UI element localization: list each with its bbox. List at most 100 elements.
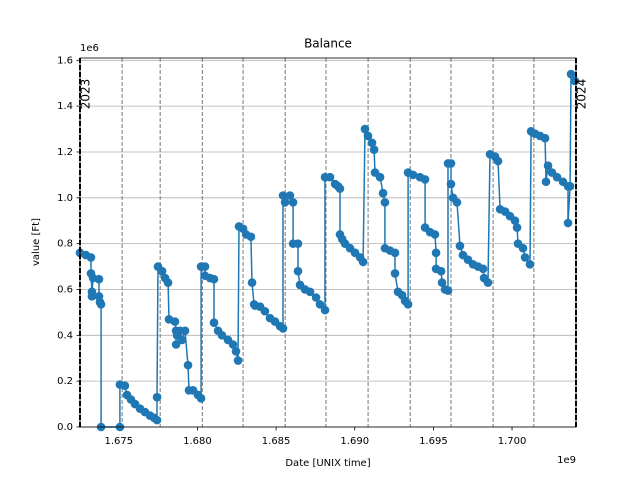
point — [86, 253, 96, 262]
point — [493, 156, 503, 166]
point — [209, 274, 219, 284]
point — [288, 198, 298, 207]
y-tick-label: 1.6 — [57, 55, 73, 66]
point — [260, 306, 270, 316]
point — [228, 340, 238, 349]
point — [325, 172, 335, 182]
point — [563, 218, 573, 228]
y-tick-label: 0.2 — [57, 376, 73, 387]
point — [525, 259, 535, 269]
point — [390, 269, 400, 278]
point — [183, 360, 193, 370]
point — [520, 253, 530, 262]
point — [570, 76, 580, 86]
point — [483, 278, 493, 287]
point — [285, 191, 295, 200]
point — [436, 266, 446, 276]
point — [512, 223, 522, 232]
point — [565, 182, 575, 191]
point — [209, 318, 219, 328]
point — [510, 216, 520, 226]
x-tick-label: 1.680 — [183, 436, 212, 447]
y-tick-label: 0.6 — [57, 284, 73, 295]
point — [247, 278, 257, 287]
y-tick-label: 0.4 — [57, 330, 73, 341]
point — [420, 175, 430, 184]
point — [566, 69, 576, 79]
point — [246, 232, 256, 242]
y-tick-label: 0.8 — [57, 239, 73, 250]
y-tick-label: 1.0 — [57, 193, 73, 204]
point — [196, 394, 206, 403]
point — [541, 177, 551, 187]
point — [478, 264, 488, 274]
point — [87, 292, 97, 301]
y-tick-label: 0.0 — [57, 422, 73, 433]
point — [390, 248, 400, 258]
point — [94, 274, 104, 284]
y-tick-label: 1.2 — [57, 147, 73, 158]
point — [430, 230, 440, 239]
point — [311, 293, 321, 302]
point — [380, 198, 390, 207]
point — [335, 184, 345, 193]
year-label: 2023 — [79, 79, 93, 110]
point — [446, 159, 456, 168]
point — [157, 266, 167, 276]
series-line — [79, 71, 576, 428]
point — [177, 335, 187, 345]
x-tick-label: 1.675 — [105, 436, 134, 447]
point — [163, 278, 173, 287]
point — [452, 198, 462, 207]
point — [231, 347, 241, 356]
point — [543, 161, 553, 171]
x-tick-label: 1.690 — [340, 436, 369, 447]
point — [455, 241, 465, 251]
point — [217, 331, 227, 340]
point — [280, 198, 290, 207]
point — [278, 191, 288, 200]
point — [200, 262, 210, 271]
point — [170, 317, 180, 326]
point — [540, 133, 550, 143]
y-offset-label: 1e6 — [80, 43, 99, 54]
y-axis-label: value [Ft] — [31, 218, 42, 266]
point — [358, 257, 368, 267]
point — [363, 131, 373, 141]
point — [437, 278, 447, 287]
point — [152, 392, 162, 402]
plot-frame — [79, 57, 577, 428]
point — [293, 266, 303, 276]
point — [305, 287, 315, 297]
year-label: 2024 — [575, 79, 589, 110]
point — [96, 300, 106, 309]
point — [446, 179, 456, 189]
point — [233, 356, 243, 365]
point — [518, 243, 528, 253]
point — [360, 124, 370, 134]
point — [403, 300, 413, 309]
x-tick-label: 1.700 — [498, 436, 527, 447]
point — [369, 145, 379, 154]
x-tick-label: 1.695 — [419, 436, 448, 447]
point — [315, 300, 325, 309]
x-tick-label: 1.685 — [262, 436, 291, 447]
point — [180, 326, 190, 336]
x-offset-label: 1e9 — [557, 455, 576, 466]
point — [120, 381, 130, 391]
point — [171, 340, 181, 349]
point — [431, 248, 441, 258]
point — [320, 305, 330, 315]
point — [293, 239, 303, 248]
point — [367, 138, 377, 148]
point — [443, 286, 453, 295]
y-tick-label: 1.4 — [57, 101, 73, 112]
x-axis-label: Date [UNIX time] — [285, 458, 370, 469]
chart-title: Balance — [304, 37, 352, 51]
point — [552, 172, 562, 182]
point — [375, 172, 385, 182]
point — [278, 324, 288, 333]
point — [152, 415, 162, 425]
point — [408, 170, 418, 180]
